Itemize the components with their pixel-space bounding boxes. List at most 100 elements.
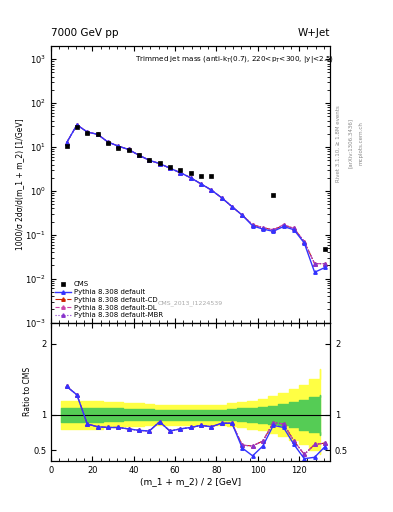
Pythia 8.308 default-MBR — [137, 152, 141, 158]
Pythia 8.308 default-DL — [116, 143, 121, 149]
Pythia 8.308 default-MBR — [312, 261, 317, 267]
Pythia 8.308 default — [75, 122, 79, 128]
Pythia 8.308 default — [126, 146, 131, 153]
Pythia 8.308 default-DL — [198, 181, 203, 187]
CMS — [178, 167, 183, 173]
Text: 7000 GeV pp: 7000 GeV pp — [51, 28, 119, 38]
Pythia 8.308 default-MBR — [302, 239, 307, 245]
Pythia 8.308 default — [178, 169, 183, 176]
Pythia 8.308 default-MBR — [198, 181, 203, 187]
Pythia 8.308 default-DL — [312, 261, 317, 267]
Pythia 8.308 default-DL — [137, 152, 141, 158]
Pythia 8.308 default-MBR — [64, 140, 69, 146]
Pythia 8.308 default-CD — [126, 146, 131, 153]
Line: Pythia 8.308 default-MBR: Pythia 8.308 default-MBR — [65, 123, 327, 265]
Pythia 8.308 default-DL — [261, 225, 265, 231]
Line: Pythia 8.308 default-CD: Pythia 8.308 default-CD — [65, 123, 327, 265]
Pythia 8.308 default-MBR — [157, 160, 162, 166]
Pythia 8.308 default — [250, 223, 255, 229]
Text: Trimmed jet mass (anti-k$_T$(0.7), 220<p$_T$<300, |y|<2.5): Trimmed jet mass (anti-k$_T$(0.7), 220<p… — [135, 54, 334, 66]
Pythia 8.308 default-MBR — [230, 203, 234, 209]
Pythia 8.308 default — [312, 269, 317, 275]
Pythia 8.308 default — [167, 165, 172, 171]
Text: CMS_2013_I1224539: CMS_2013_I1224539 — [158, 300, 223, 306]
Pythia 8.308 default-CD — [240, 212, 244, 218]
Line: Pythia 8.308 default: Pythia 8.308 default — [65, 123, 327, 274]
Pythia 8.308 default-DL — [323, 261, 327, 267]
Pythia 8.308 default-CD — [198, 181, 203, 187]
Pythia 8.308 default-MBR — [75, 122, 79, 128]
Pythia 8.308 default-CD — [157, 160, 162, 166]
Pythia 8.308 default-CD — [178, 169, 183, 176]
Pythia 8.308 default-DL — [85, 129, 90, 135]
Pythia 8.308 default — [157, 160, 162, 166]
CMS — [85, 130, 90, 136]
Pythia 8.308 default — [209, 187, 214, 193]
Pythia 8.308 default — [302, 240, 307, 246]
Pythia 8.308 default-DL — [219, 195, 224, 201]
Pythia 8.308 default-CD — [106, 139, 110, 145]
Pythia 8.308 default-MBR — [219, 195, 224, 201]
Pythia 8.308 default-CD — [250, 222, 255, 228]
Pythia 8.308 default — [219, 195, 224, 201]
CMS — [137, 152, 141, 158]
Pythia 8.308 default-MBR — [271, 227, 275, 233]
Pythia 8.308 default-CD — [323, 261, 327, 267]
Pythia 8.308 default-DL — [240, 212, 244, 218]
Pythia 8.308 default — [188, 175, 193, 181]
Pythia 8.308 default-DL — [95, 131, 100, 137]
Pythia 8.308 default — [281, 223, 286, 229]
Pythia 8.308 default-DL — [292, 225, 296, 231]
Pythia 8.308 default-DL — [126, 146, 131, 153]
Pythia 8.308 default-CD — [188, 175, 193, 181]
Pythia 8.308 default-MBR — [116, 143, 121, 149]
Pythia 8.308 default-MBR — [188, 175, 193, 181]
Pythia 8.308 default-CD — [137, 152, 141, 158]
Pythia 8.308 default-CD — [116, 143, 121, 149]
Text: [arXiv:1306.3436]: [arXiv:1306.3436] — [348, 118, 353, 168]
Pythia 8.308 default-DL — [157, 160, 162, 166]
Pythia 8.308 default-CD — [167, 165, 172, 171]
Pythia 8.308 default-CD — [271, 227, 275, 233]
CMS — [95, 131, 100, 137]
Pythia 8.308 default-CD — [75, 122, 79, 128]
Text: mcplots.cern.ch: mcplots.cern.ch — [358, 121, 364, 165]
Pythia 8.308 default — [261, 226, 265, 232]
Pythia 8.308 default-CD — [64, 140, 69, 146]
Pythia 8.308 default-MBR — [85, 129, 90, 135]
Text: W+Jet: W+Jet — [298, 28, 330, 38]
Pythia 8.308 default-DL — [281, 222, 286, 228]
CMS — [209, 173, 214, 179]
Pythia 8.308 default — [137, 152, 141, 158]
Pythia 8.308 default — [230, 203, 234, 209]
CMS — [188, 170, 193, 177]
Pythia 8.308 default-MBR — [106, 139, 110, 145]
Pythia 8.308 default — [106, 139, 110, 145]
Pythia 8.308 default — [95, 131, 100, 137]
CMS — [116, 145, 121, 151]
Pythia 8.308 default-CD — [219, 195, 224, 201]
Pythia 8.308 default-DL — [250, 222, 255, 228]
Pythia 8.308 default-MBR — [281, 222, 286, 228]
Pythia 8.308 default-CD — [85, 129, 90, 135]
Pythia 8.308 default-DL — [106, 139, 110, 145]
Pythia 8.308 default — [147, 157, 152, 163]
CMS — [157, 160, 162, 166]
Pythia 8.308 default — [271, 228, 275, 234]
Pythia 8.308 default-MBR — [323, 261, 327, 267]
Pythia 8.308 default-CD — [209, 187, 214, 193]
Pythia 8.308 default-MBR — [250, 222, 255, 228]
CMS — [64, 143, 69, 149]
Y-axis label: Ratio to CMS: Ratio to CMS — [23, 367, 32, 416]
Pythia 8.308 default — [292, 227, 296, 233]
Pythia 8.308 default-DL — [64, 140, 69, 146]
Pythia 8.308 default-MBR — [95, 131, 100, 137]
Pythia 8.308 default-MBR — [292, 225, 296, 231]
CMS — [147, 157, 152, 163]
Pythia 8.308 default-DL — [302, 239, 307, 245]
Y-axis label: 1000/σ 2dσ/d(m_1 + m_2) [1/GeV]: 1000/σ 2dσ/d(m_1 + m_2) [1/GeV] — [15, 118, 24, 250]
CMS — [271, 191, 275, 198]
Pythia 8.308 default-DL — [75, 122, 79, 128]
CMS — [167, 164, 172, 170]
Pythia 8.308 default-DL — [271, 227, 275, 233]
